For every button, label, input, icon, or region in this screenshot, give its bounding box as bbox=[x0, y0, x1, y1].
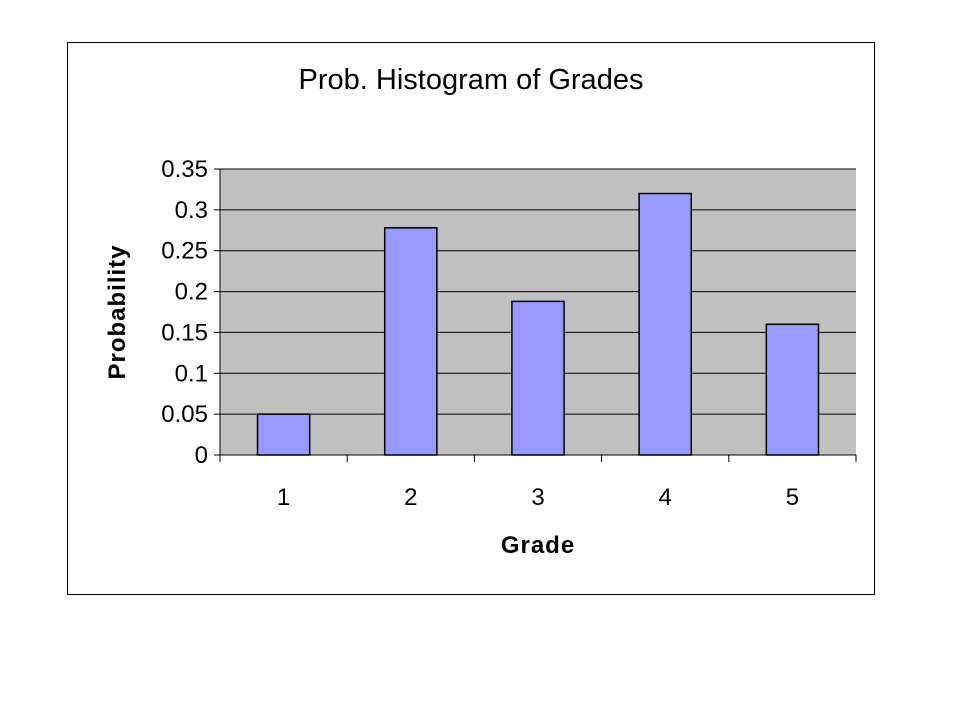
y-tick-label: 0.35 bbox=[161, 156, 208, 183]
x-tick-label: 2 bbox=[404, 484, 417, 511]
y-axis-title: Probability bbox=[104, 244, 131, 379]
y-tick-label: 0.05 bbox=[161, 401, 208, 428]
x-tick-label: 1 bbox=[277, 484, 290, 511]
y-tick-label: 0 bbox=[195, 442, 208, 469]
y-tick-labels: 0 0.05 0.1 0.15 0.2 0.25 0.3 0.35 bbox=[161, 156, 208, 469]
x-tick-labels: 1 2 3 4 5 bbox=[277, 484, 799, 511]
bar bbox=[383, 227, 438, 456]
y-tick-label: 0.3 bbox=[175, 197, 208, 224]
axes bbox=[219, 169, 857, 462]
x-tick-label: 4 bbox=[659, 484, 672, 511]
y-tick-label: 0.1 bbox=[175, 360, 208, 387]
bars bbox=[256, 192, 820, 456]
x-tick-label: 3 bbox=[531, 484, 544, 511]
bar bbox=[256, 413, 311, 456]
bar bbox=[765, 323, 820, 456]
x-tick-label: 5 bbox=[786, 484, 799, 511]
chart-title: Prob. Histogram of Grades bbox=[298, 64, 644, 96]
bar bbox=[511, 300, 565, 456]
y-tick-label: 0.15 bbox=[161, 319, 208, 346]
y-tick-label: 0.25 bbox=[161, 238, 208, 265]
bar bbox=[638, 192, 693, 456]
y-tick-label: 0.2 bbox=[175, 279, 208, 306]
x-axis-title: Grade bbox=[501, 532, 575, 559]
